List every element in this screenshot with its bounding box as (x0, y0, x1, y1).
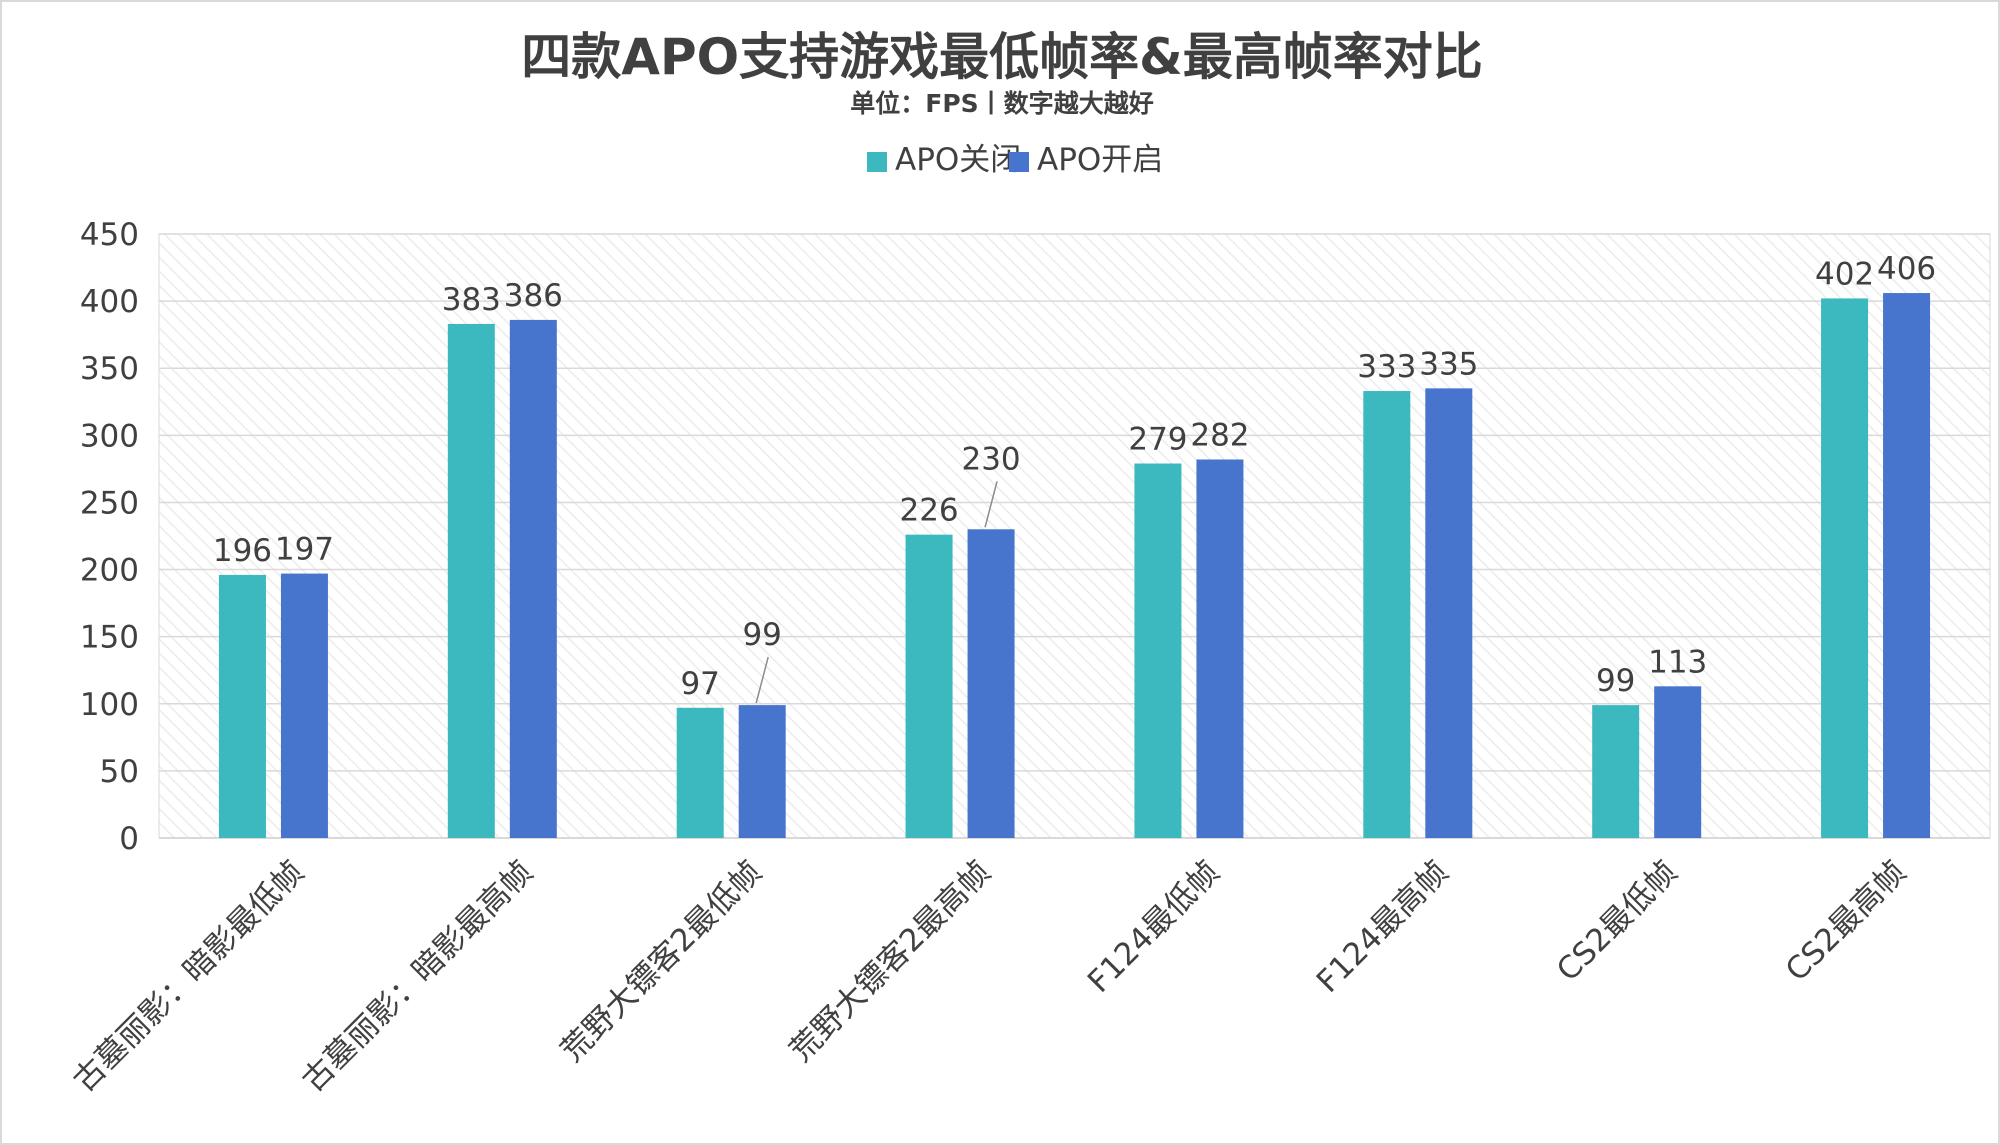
y-tick-label: 200 (80, 553, 139, 589)
x-tick-label: 古墓丽影：暗影最低帧 (66, 854, 311, 1099)
x-tick-label: F124最高帧 (1310, 854, 1456, 1000)
bar (1425, 388, 1473, 838)
data-label: 335 (1419, 346, 1478, 382)
data-label: 402 (1815, 256, 1874, 292)
bar (1134, 463, 1182, 838)
bar (1196, 459, 1244, 838)
bar (1883, 293, 1931, 839)
x-tick-label: CS2最高帧 (1779, 854, 1913, 988)
bar (676, 707, 724, 838)
data-label: 386 (504, 278, 563, 314)
bar (280, 573, 328, 838)
bar (1363, 391, 1411, 838)
data-label: 99 (1596, 663, 1635, 699)
y-tick-label: 300 (80, 418, 139, 454)
bar (738, 705, 786, 838)
y-tick-label: 350 (80, 351, 139, 387)
chart-title: 四款APO支持游戏最低帧率&最高帧率对比 (521, 28, 1482, 86)
data-label: 383 (442, 282, 501, 318)
legend-swatch (867, 152, 887, 172)
x-tick-label: F124最低帧 (1081, 854, 1227, 1000)
data-label: 99 (742, 617, 781, 653)
data-label: 406 (1877, 251, 1936, 287)
y-tick-label: 450 (80, 217, 139, 253)
bar (967, 529, 1015, 838)
y-tick-label: 50 (100, 754, 139, 790)
data-label: 97 (680, 666, 719, 702)
bar (509, 319, 557, 838)
bar (905, 534, 953, 838)
bar (447, 323, 495, 838)
data-label: 282 (1190, 417, 1249, 453)
data-label: 197 (275, 532, 334, 568)
bar (1821, 298, 1869, 839)
data-label: 196 (213, 533, 272, 569)
data-label: 226 (899, 493, 958, 529)
y-tick-label: 150 (80, 620, 139, 656)
bar (1654, 686, 1702, 838)
bar (218, 574, 266, 838)
y-tick-label: 250 (80, 485, 139, 521)
plot-area-background (158, 233, 1991, 839)
data-label-leader (984, 481, 998, 528)
data-label: 230 (961, 441, 1020, 477)
legend-swatch (1009, 152, 1029, 172)
x-tick-label: 古墓丽影：暗影最高帧 (295, 854, 540, 1099)
x-tick-label: 荒野大镖客2最高帧 (783, 854, 998, 1069)
data-label: 113 (1648, 644, 1707, 680)
y-tick-label: 100 (80, 687, 139, 723)
legend: APO关闭 APO开启 (867, 142, 1163, 178)
x-tick-label: 荒野大镖客2最低帧 (554, 854, 769, 1069)
chart-subtitle: 单位：FPS丨数字越大越好 (850, 89, 1153, 118)
bars (218, 293, 1931, 839)
legend-label: APO开启 (1037, 142, 1163, 178)
y-tick-label: 400 (80, 284, 139, 320)
bar (1592, 705, 1640, 838)
data-label: 333 (1357, 349, 1416, 385)
x-tick-label: CS2最低帧 (1550, 854, 1684, 988)
data-label-leader (755, 656, 769, 704)
legend-label: APO关闭 (895, 142, 1021, 178)
y-tick-label: 0 (119, 821, 139, 857)
data-label: 279 (1128, 422, 1187, 458)
